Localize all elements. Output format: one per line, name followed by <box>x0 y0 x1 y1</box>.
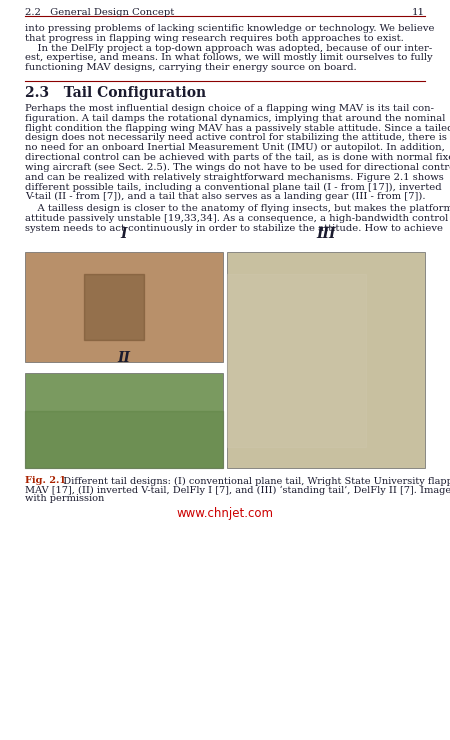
Text: no need for an onboard Inertial Measurement Unit (IMU) or autopilot. In addition: no need for an onboard Inertial Measurem… <box>25 144 445 152</box>
Text: Perhaps the most influential design choice of a flapping wing MAV is its tail co: Perhaps the most influential design choi… <box>25 104 434 113</box>
Text: 2.2   General Design Concept: 2.2 General Design Concept <box>25 8 174 17</box>
Text: est, expertise, and means. In what follows, we will mostly limit ourselves to fu: est, expertise, and means. In what follo… <box>25 53 432 62</box>
Text: I: I <box>121 227 127 241</box>
Text: MAV [17], (II) inverted V-tail, DelFly I [7], and (III) ‘standing tail’, DelFly : MAV [17], (II) inverted V-tail, DelFly I… <box>25 485 450 494</box>
Text: attitude passively unstable [19,33,34]. As a consequence, a high-bandwidth contr: attitude passively unstable [19,33,34]. … <box>25 214 448 223</box>
Text: II: II <box>117 352 130 366</box>
Text: and can be realized with relatively straightforward mechanisms. Figure 2.1 shows: and can be realized with relatively stra… <box>25 172 444 181</box>
Text: that progress in flapping wing research requires both approaches to exist.: that progress in flapping wing research … <box>25 34 404 43</box>
Bar <box>25 374 223 468</box>
Text: Different tail designs: (I) conventional plane tail, Wright State University fla: Different tail designs: (I) conventional… <box>57 477 450 485</box>
Text: III: III <box>316 227 336 241</box>
Text: design does not necessarily need active control for stabilizing the attitude, th: design does not necessarily need active … <box>25 133 447 142</box>
Text: 2.3   Tail Configuration: 2.3 Tail Configuration <box>25 86 206 100</box>
Text: V-tail (II - from [7]), and a tail that also serves as a landing gear (III - fro: V-tail (II - from [7]), and a tail that … <box>25 192 426 201</box>
Text: flight condition the flapping wing MAV has a passively stable attitude. Since a : flight condition the flapping wing MAV h… <box>25 124 450 132</box>
Text: functioning MAV designs, carrying their energy source on board.: functioning MAV designs, carrying their … <box>25 63 356 73</box>
Text: Fig. 2.1: Fig. 2.1 <box>25 477 66 485</box>
Text: www.chnjet.com: www.chnjet.com <box>176 507 274 519</box>
Bar <box>227 252 425 468</box>
Text: system needs to act continuously in order to stabilize the attitude. How to achi: system needs to act continuously in orde… <box>25 223 443 232</box>
Text: wing aircraft (see Sect. 2.5). The wings do not have to be used for directional : wing aircraft (see Sect. 2.5). The wings… <box>25 163 450 172</box>
Text: In the DelFly project a top-down approach was adopted, because of our inter-: In the DelFly project a top-down approac… <box>25 44 432 53</box>
Text: A tailless design is closer to the anatomy of flying insects, but makes the plat: A tailless design is closer to the anato… <box>25 204 450 213</box>
Text: different possible tails, including a conventional plane tail (I - from [17]), i: different possible tails, including a co… <box>25 182 441 192</box>
Text: into pressing problems of lacking scientific knowledge or technology. We believe: into pressing problems of lacking scient… <box>25 24 435 33</box>
Text: with permission: with permission <box>25 494 104 503</box>
Text: 11: 11 <box>412 8 425 17</box>
Text: directional control can be achieved with parts of the tail, as is done with norm: directional control can be achieved with… <box>25 153 450 162</box>
Bar <box>25 252 223 363</box>
Text: figuration. A tail damps the rotational dynamics, implying that around the nomin: figuration. A tail damps the rotational … <box>25 114 445 123</box>
